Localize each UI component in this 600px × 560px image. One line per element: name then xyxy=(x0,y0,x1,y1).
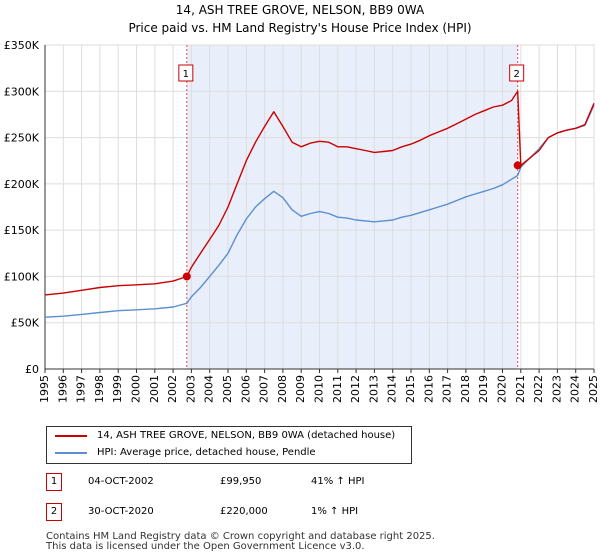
x-tick-label: 2003 xyxy=(184,375,197,403)
x-tick-label: 2015 xyxy=(404,375,417,403)
sale-point xyxy=(513,161,522,170)
sale-price: £220,000 xyxy=(220,506,268,517)
footer-licence: This data is licensed under the Open Gov… xyxy=(46,541,365,552)
y-tick-label: £350K xyxy=(4,39,40,52)
footer: Contains HM Land Registry data © Crown c… xyxy=(46,532,435,552)
x-tick-label: 2007 xyxy=(258,375,271,403)
x-tick-label: 2022 xyxy=(532,375,545,403)
x-tick-label: 2016 xyxy=(422,375,435,403)
x-tick-label: 2001 xyxy=(148,375,161,403)
sale-point xyxy=(182,272,191,281)
sale-marker-box xyxy=(178,64,194,82)
x-tick-label: 1999 xyxy=(111,375,124,403)
y-tick-label: £150K xyxy=(4,224,40,237)
y-tick-label: £100K xyxy=(4,270,40,283)
sale-hpi-change: 1% ↑ HPI xyxy=(311,506,359,517)
x-tick-label: 2020 xyxy=(496,375,509,403)
x-tick-label: 2012 xyxy=(349,375,362,403)
x-tick-label: 1997 xyxy=(75,375,88,403)
sale-number-badge: 2 xyxy=(46,503,62,521)
x-tick-label: 2014 xyxy=(386,375,399,403)
footer-copyright: Contains HM Land Registry data © Crown c… xyxy=(46,531,435,542)
y-tick-label: £50K xyxy=(11,317,40,330)
series-line-hpi xyxy=(44,104,595,318)
chart-subtitle: Price paid vs. HM Land Registry's House … xyxy=(128,21,471,35)
x-tick-label: 1996 xyxy=(56,375,69,403)
y-tick-label: £300K xyxy=(4,85,40,98)
y-tick-label: £0 xyxy=(25,363,39,376)
ownership-period-shading xyxy=(186,45,518,369)
price-chart: 14, ASH TREE GROVE, NELSON, BB9 0WA Pric… xyxy=(4,3,600,403)
x-tick-label: 2005 xyxy=(221,375,234,403)
x-tick-label: 2008 xyxy=(276,375,289,403)
x-tick-label: 2019 xyxy=(477,375,490,403)
y-tick-label: £250K xyxy=(4,132,40,145)
x-tick-label: 1998 xyxy=(93,375,106,403)
x-tick-label: 2018 xyxy=(459,375,472,403)
sale-marker-box xyxy=(509,64,525,82)
x-tick-label: 2000 xyxy=(130,375,143,403)
x-tick-label: 2025 xyxy=(587,375,600,403)
legend-swatch-property xyxy=(55,435,87,437)
legend-swatch-hpi xyxy=(55,452,87,454)
sale-date: 04-OCT-2002 xyxy=(88,476,154,487)
sale-number-badge: 1 xyxy=(46,473,62,491)
x-tick-label: 2021 xyxy=(514,375,527,403)
x-tick-label: 2004 xyxy=(203,375,216,403)
sale-marker-label: 1 xyxy=(183,69,189,80)
x-tick-label: 2017 xyxy=(441,375,454,403)
x-tick-label: 2002 xyxy=(166,375,179,403)
x-tick-label: 2013 xyxy=(367,375,380,403)
x-tick-label: 2009 xyxy=(294,375,307,403)
sale-price: £99,950 xyxy=(220,476,262,487)
legend-label-hpi: HPI: Average price, detached house, Pend… xyxy=(97,447,316,458)
x-tick-label: 2006 xyxy=(239,375,252,403)
series-line-property xyxy=(44,90,595,296)
x-tick-label: 2024 xyxy=(569,375,582,403)
sale-marker-label: 2 xyxy=(514,69,520,80)
x-tick-label: 1995 xyxy=(38,375,51,403)
sale-date: 30-OCT-2020 xyxy=(88,506,154,517)
chart-title: 14, ASH TREE GROVE, NELSON, BB9 0WA xyxy=(176,3,425,17)
x-tick-label: 2023 xyxy=(550,375,563,403)
legend-label-property: 14, ASH TREE GROVE, NELSON, BB9 0WA (det… xyxy=(97,430,396,441)
legend: 14, ASH TREE GROVE, NELSON, BB9 0WA (det… xyxy=(46,426,412,464)
y-tick-label: £200K xyxy=(4,178,40,191)
x-tick-label: 2010 xyxy=(313,375,326,403)
x-tick-label: 2011 xyxy=(331,375,344,403)
sale-hpi-change: 41% ↑ HPI xyxy=(311,476,365,487)
